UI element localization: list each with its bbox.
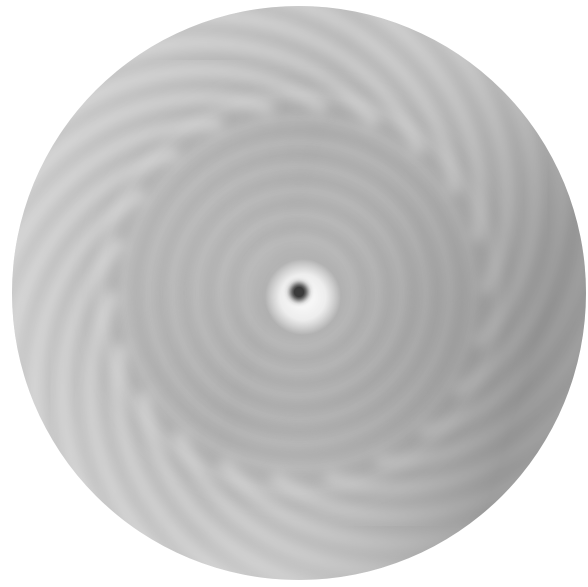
center-core	[294, 287, 304, 297]
